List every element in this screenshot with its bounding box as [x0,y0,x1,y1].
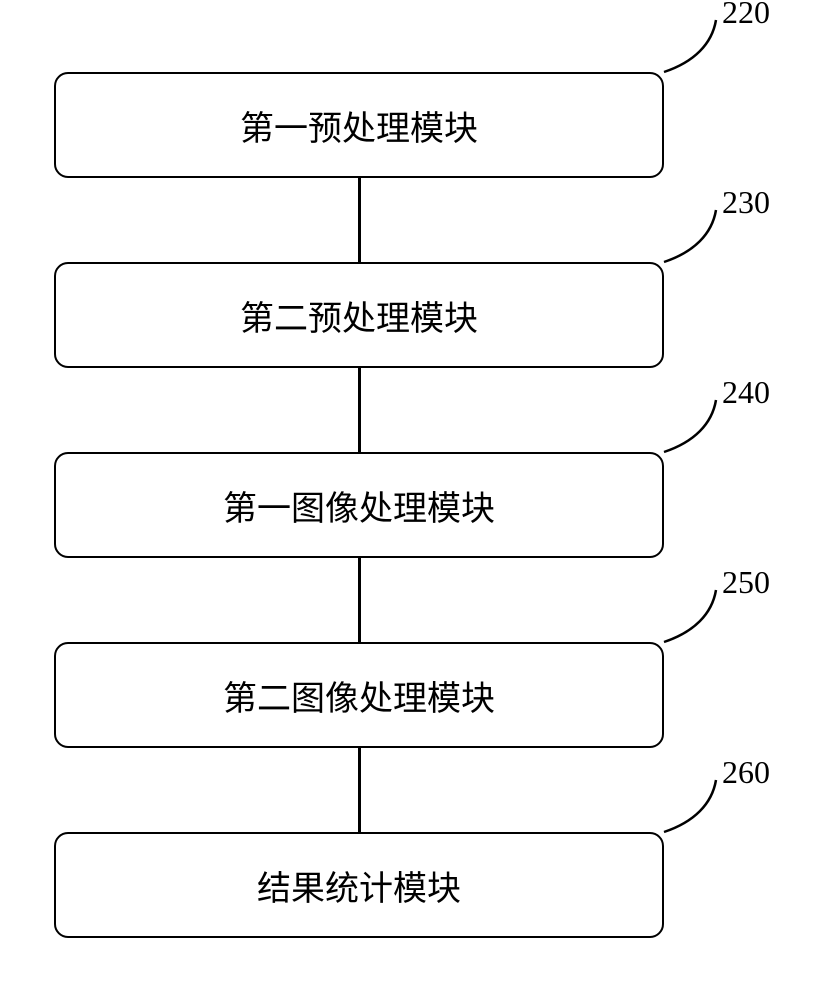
callout-label: 240 [722,374,770,411]
callout-label: 260 [722,754,770,791]
flowchart-connector [358,558,361,642]
callout-label: 250 [722,564,770,601]
flowchart-node: 第二图像处理模块 [54,642,664,748]
flowchart-node: 结果统计模块 [54,832,664,938]
callout-curve [664,262,665,263]
callout-curve [664,642,665,643]
node-label: 结果统计模块 [257,861,461,910]
callout-curve [664,72,665,73]
flowchart-node: 第一图像处理模块 [54,452,664,558]
node-label: 第二图像处理模块 [223,671,495,720]
node-label: 第一图像处理模块 [223,481,495,530]
callout-curve [664,452,665,453]
callout-label: 220 [722,0,770,31]
flowchart-canvas: 第一预处理模块 220 第二预处理模块 230 第一图像处理模块 240 第二图像处理模块 2… [0,0,813,1000]
callout-curve [664,832,665,833]
flowchart-connector [358,368,361,452]
flowchart-node: 第二预处理模块 [54,262,664,368]
callout-label: 230 [722,184,770,221]
node-label: 第二预处理模块 [240,291,478,340]
flowchart-connector [358,178,361,262]
flowchart-connector [358,748,361,832]
node-label: 第一预处理模块 [240,101,478,150]
flowchart-node: 第一预处理模块 [54,72,664,178]
